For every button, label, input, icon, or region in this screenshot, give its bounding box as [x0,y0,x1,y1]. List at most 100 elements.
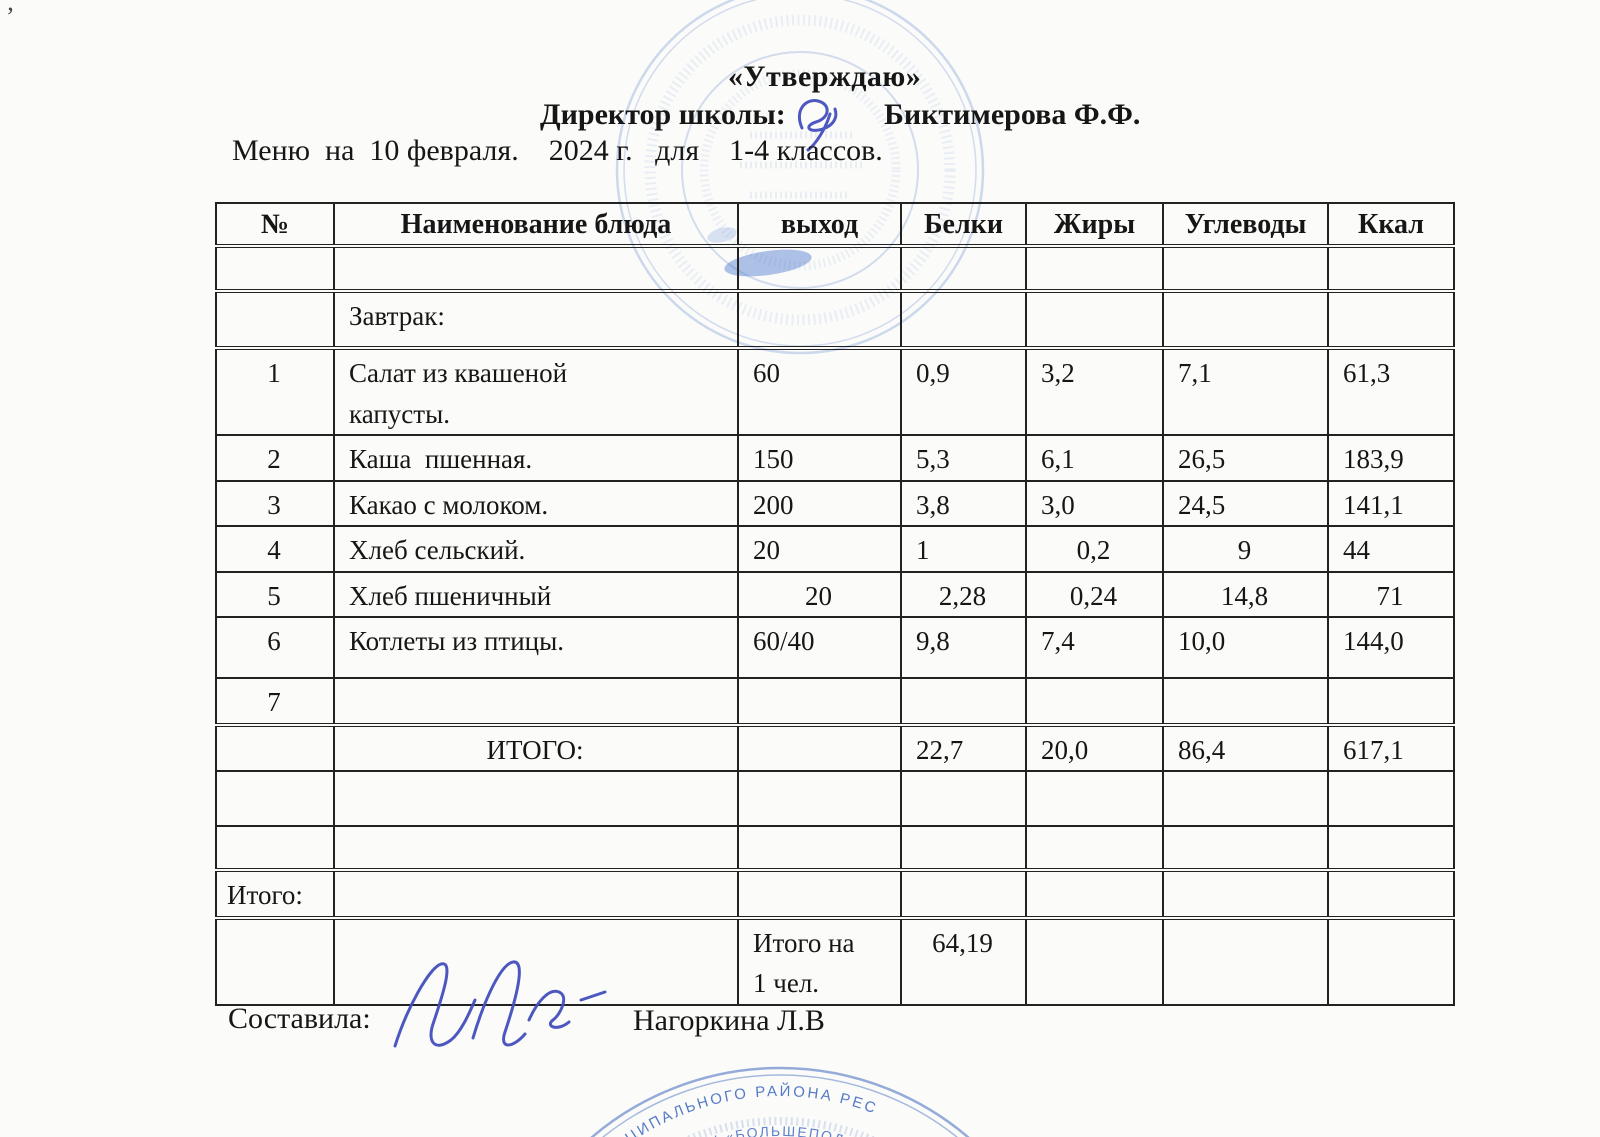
table-cell: 20,0 [1025,722,1164,772]
table-cell: 183,9 [1327,434,1455,482]
table-row [215,244,1455,292]
composed-by-label: Составила: [228,1002,371,1035]
table-cell [1162,244,1329,292]
table-cell [1327,244,1455,292]
table-cell [1327,868,1455,919]
table-cell: 86,4 [1162,722,1329,772]
column-header: выход [737,202,902,247]
table-cell: 0,24 [1025,570,1164,618]
column-header: Ккал [1327,202,1455,247]
table-cell [737,770,902,827]
table-cell: 60/40 [737,616,902,679]
table-cell [333,825,739,871]
scan-corner-mark: ’ [6,2,15,31]
table-cell [1327,289,1455,349]
table-cell: 7,4 [1025,616,1164,679]
table-cell [900,677,1027,726]
menu-title-line: Меню на 10 февраля. 2024 г. для 1-4 клас… [232,134,883,167]
table-row: 6 Котлеты из птицы. 60/40 9,8 7,4 10,0 1… [215,616,1455,679]
table-cell: 64,19 [900,915,1027,1006]
table-cell [215,722,335,772]
table-cell [1162,868,1329,919]
table-cell [900,770,1027,827]
table-cell: 617,1 [1327,722,1455,772]
director-name: Биктимерова Ф.Ф. [884,98,1141,131]
table-cell [1327,770,1455,827]
table-cell [333,677,739,726]
table-cell [1162,825,1329,871]
table-cell [1162,915,1329,1006]
column-header: № [215,202,335,247]
table-cell: Какао с молоком. [333,479,739,527]
stamp-outer-arc-text: МУНИЦИПАЛЬНОГО РАЙОНА РЕС [580,1082,878,1137]
table-cell: 2,28 [900,570,1027,618]
table-cell [1025,915,1164,1006]
table-cell [1162,677,1329,726]
table-cell [1327,915,1455,1006]
table-cell [333,868,739,919]
table-row: Завтрак: [215,289,1455,349]
table-cell: 7 [215,677,335,726]
table-row: 1 Салат из квашеной капусты. 60 0,9 3,2 … [215,346,1455,436]
table-cell [1025,825,1164,871]
table-header-row: № Наименование блюда выход Белки Жиры Уг… [215,202,1455,247]
table-cell [215,825,335,871]
table-cell: 20 [737,525,902,573]
table-cell: 1 [900,525,1027,573]
table-cell: Итого: [215,868,335,919]
table-cell [215,244,335,292]
table-cell: 9,8 [900,616,1027,679]
director-label: Директор школы: [540,98,786,131]
table-cell: 22,7 [900,722,1027,772]
table-cell: Завтрак: [333,289,739,349]
table-row: 4 Хлеб сельский. 20 1 0,2 9 44 [215,525,1455,573]
column-header: Наименование блюда [333,202,739,247]
table-cell: Салат из квашеной капусты. [333,346,739,436]
table-cell: 3 [215,479,335,527]
table-cell [333,915,739,1006]
table-cell: 60 [737,346,902,436]
table-cell: 1 [215,346,335,436]
table-cell: Итого на 1 чел. [737,915,902,1006]
table-cell: 10,0 [1162,616,1329,679]
table-cell [215,770,335,827]
table-row: 5 Хлеб пшеничный 20 2,28 0,24 14,8 71 [215,570,1455,618]
table-cell [1025,244,1164,292]
table-row: Итого: [215,868,1455,919]
stamp-inner-arc-text: ЕНИЕ (МБОУ «БОЛЬШЕПОД [619,1123,845,1137]
table-cell [1162,770,1329,827]
column-header: Жиры [1025,202,1164,247]
svg-text:ЕНИЕ (МБОУ «БОЛЬШЕПОД: ЕНИЕ (МБОУ «БОЛЬШЕПОД [619,1123,847,1137]
composer-signature [393,960,607,1048]
table-cell: 5 [215,570,335,618]
table-cell [333,244,739,292]
table-cell: 71 [1327,570,1455,618]
table-cell [900,244,1027,292]
approve-heading: «Утверждаю» [728,60,922,93]
table-cell: 2 [215,434,335,482]
table-cell: Хлеб пшеничный [333,570,739,618]
table-cell: 0,2 [1025,525,1164,573]
table-cell: 7,1 [1162,346,1329,436]
table-cell [1327,677,1455,726]
table-cell: 0,9 [900,346,1027,436]
table-cell: 6 [215,616,335,679]
table-cell [215,915,335,1006]
table-cell: 200 [737,479,902,527]
table-cell: 26,5 [1162,434,1329,482]
table-cell [737,722,902,772]
table-cell: 144,0 [1327,616,1455,679]
table-cell [1162,289,1329,349]
table-cell: 150 [737,434,902,482]
table-cell: 6,1 [1025,434,1164,482]
table-cell: 3,2 [1025,346,1164,436]
table-cell: 61,3 [1327,346,1455,436]
table-cell: 9 [1162,525,1329,573]
table-cell [1327,825,1455,871]
table-cell: 3,0 [1025,479,1164,527]
table-cell [1025,677,1164,726]
composed-by-name: Нагоркина Л.В [633,1004,825,1037]
svg-text:МУНИЦИПАЛЬНОГО РАЙОНА РЕС: МУНИЦИПАЛЬНОГО РАЙОНА РЕС [580,1082,880,1137]
table-cell: 5,3 [900,434,1027,482]
